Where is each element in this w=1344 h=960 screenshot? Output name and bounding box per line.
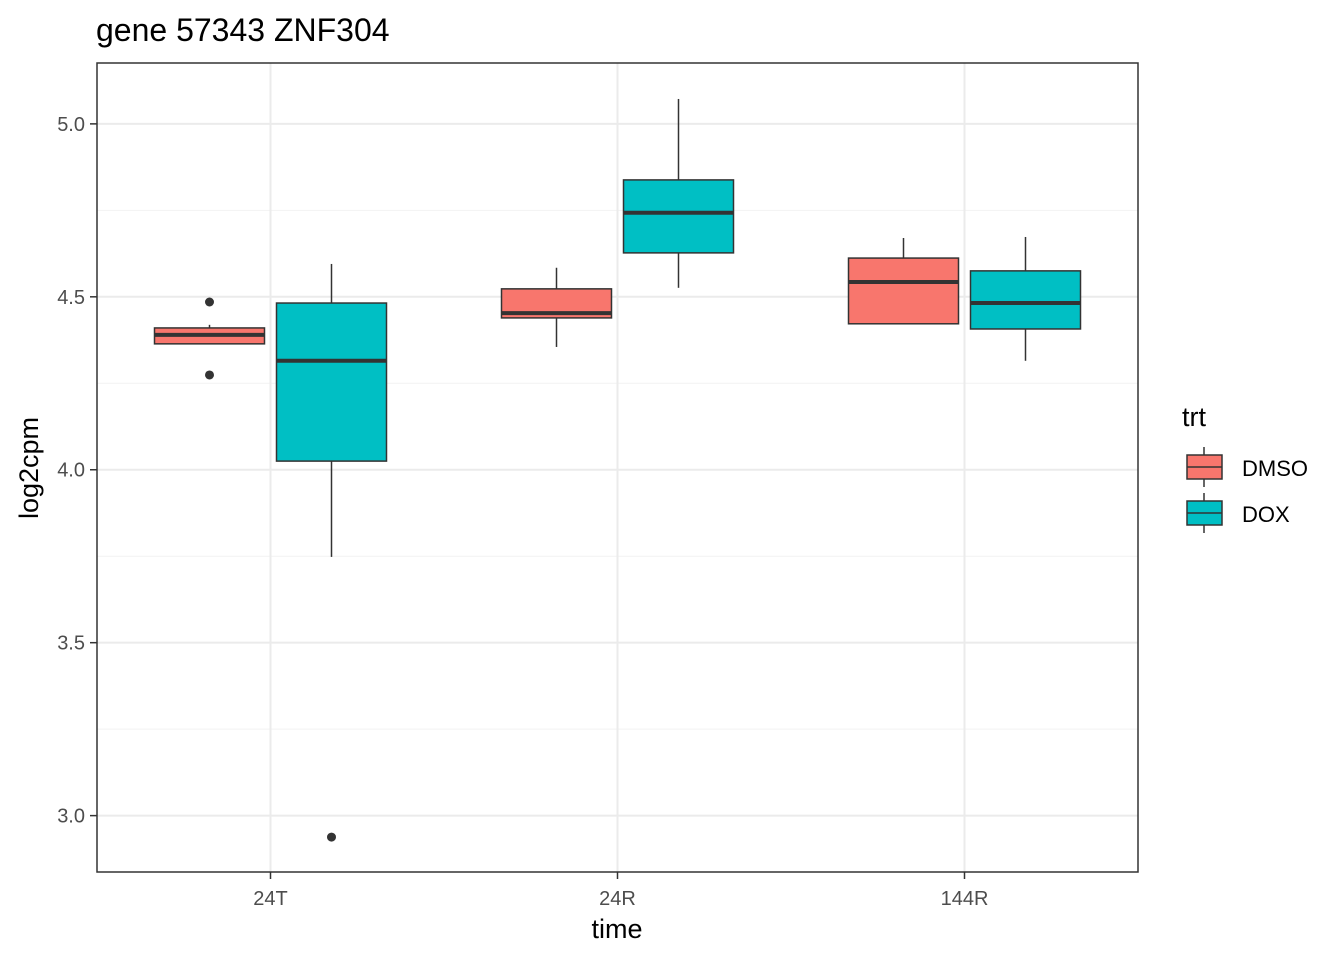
box-dmso-144R xyxy=(847,257,960,325)
x-tick-label: 24R xyxy=(599,888,636,910)
chart-title: gene 57343 ZNF304 xyxy=(96,12,390,48)
legend-title: trt xyxy=(1182,402,1206,432)
box-dox-24R xyxy=(622,179,735,254)
box-dox-144R xyxy=(969,270,1082,330)
outlier-point xyxy=(327,832,336,842)
y-axis-label: log2cpm xyxy=(14,417,44,519)
x-axis-label: time xyxy=(591,914,642,944)
legend-label: DOX xyxy=(1242,502,1290,527)
outlier-point xyxy=(205,370,214,380)
box-dox-24T xyxy=(275,302,388,462)
y-tick-label: 3.0 xyxy=(57,806,85,828)
y-tick-label: 3.5 xyxy=(57,633,85,655)
y-tick-label: 5.0 xyxy=(57,114,85,136)
y-tick-label: 4.5 xyxy=(57,287,85,309)
y-tick-label: 4.0 xyxy=(57,460,85,482)
outlier-point xyxy=(205,297,214,307)
legend-label: DMSO xyxy=(1242,456,1308,481)
x-tick-label: 24T xyxy=(253,888,287,910)
x-tick-label: 144R xyxy=(941,888,989,910)
